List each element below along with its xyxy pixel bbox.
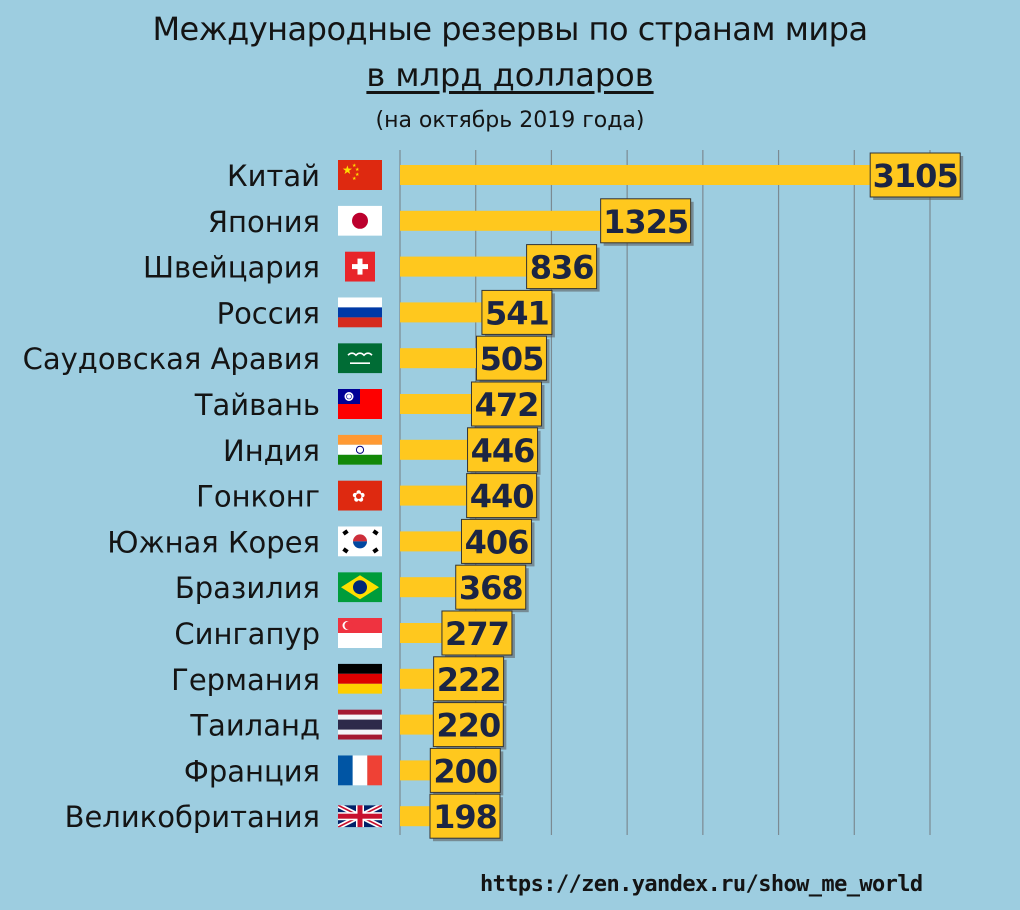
category-label: Япония	[208, 205, 320, 239]
svg-text:✿: ✿	[352, 487, 365, 506]
svg-text:★: ★	[352, 176, 357, 182]
switzerland-flag-icon	[345, 251, 375, 282]
value-label-box	[869, 152, 964, 200]
svg-text:★: ★	[352, 163, 357, 169]
category-label: Германия	[171, 663, 320, 697]
united-kingdom-flag-icon	[338, 805, 382, 828]
svg-text:★: ★	[355, 167, 360, 173]
india-flag-icon	[338, 434, 382, 465]
source-url[interactable]: https://zen.yandex.ru/show_me_world	[480, 872, 923, 897]
value-label: 200	[433, 752, 497, 790]
category-label: Гонконг	[196, 480, 320, 514]
value-label-box	[441, 610, 515, 658]
value-label-box	[600, 198, 694, 246]
category-label: Швейцария	[143, 251, 320, 285]
bar	[400, 394, 472, 414]
bar	[400, 485, 467, 506]
category-label: Тайвань	[194, 388, 320, 422]
value-label-box	[433, 656, 507, 704]
value-label-box	[467, 427, 541, 475]
value-label: 472	[475, 386, 539, 424]
value-label: 541	[485, 294, 549, 332]
value-label: 3105	[873, 157, 958, 195]
category-label: Россия	[217, 296, 320, 330]
value-label: 1325	[603, 203, 688, 241]
value-label: 446	[471, 432, 535, 470]
value-label-box	[455, 564, 529, 613]
category-label: Великобритания	[65, 800, 320, 834]
value-label-box	[470, 381, 545, 429]
value-label: 440	[470, 478, 534, 516]
chart-title: Международные резервы по странам мира	[152, 10, 868, 48]
saudi-arabia-flag-icon	[338, 343, 382, 374]
japan-flag-icon	[338, 205, 382, 236]
bar	[400, 623, 442, 643]
bar	[400, 531, 462, 552]
value-label: 220	[436, 707, 500, 745]
bar	[400, 577, 456, 598]
svg-text:★: ★	[355, 172, 360, 178]
category-label: Индия	[223, 434, 320, 468]
category-label: Бразилия	[175, 571, 320, 605]
value-label: 277	[445, 615, 509, 653]
category-label: Сингапур	[174, 617, 320, 651]
category-label: Саудовская Аравия	[23, 342, 320, 376]
value-label: 198	[433, 798, 497, 836]
svg-text:★: ★	[342, 163, 353, 177]
category-label: Южная Корея	[107, 525, 320, 559]
value-label-box	[432, 702, 507, 750]
bars	[400, 165, 871, 827]
china-flag-icon: ★ ★★★★	[338, 160, 382, 190]
bar	[400, 165, 871, 185]
bar	[400, 302, 482, 323]
bar	[400, 760, 431, 781]
value-label-box	[526, 244, 600, 292]
bar	[400, 668, 434, 689]
chart-subtitle: (на октябрь 2019 года)	[375, 108, 645, 133]
bar	[400, 714, 434, 735]
value-label-box	[460, 518, 535, 567]
category-label: Китай	[227, 159, 320, 193]
bar	[400, 210, 601, 231]
value-label-box	[429, 793, 503, 842]
value-label: 368	[459, 569, 523, 607]
category-label: Франция	[184, 754, 320, 788]
value-label: 505	[480, 340, 544, 378]
hong-kong-flag-icon: ✿	[338, 480, 382, 511]
value-label: 836	[530, 249, 594, 287]
brazil-flag-icon	[338, 572, 382, 603]
bar	[400, 806, 430, 827]
value-label-box	[429, 747, 504, 796]
chart-title-units: в млрд долларов	[366, 56, 654, 94]
france-flag-icon	[338, 755, 382, 786]
value-label-box	[481, 289, 555, 338]
category-label: Таиланд	[189, 709, 320, 743]
germany-flag-icon	[338, 663, 382, 694]
south-korea-flag-icon	[338, 526, 382, 557]
thailand-flag-icon	[338, 709, 382, 740]
value-label: 222	[437, 661, 501, 699]
bar	[400, 256, 527, 277]
bar	[400, 348, 477, 369]
value-label-box	[466, 473, 540, 521]
value-label-box	[475, 335, 550, 384]
russia-flag-icon	[338, 297, 382, 328]
singapore-flag-icon	[338, 618, 382, 648]
bar	[400, 439, 468, 460]
taiwan-flag-icon	[338, 389, 382, 419]
value-label: 406	[465, 523, 529, 561]
